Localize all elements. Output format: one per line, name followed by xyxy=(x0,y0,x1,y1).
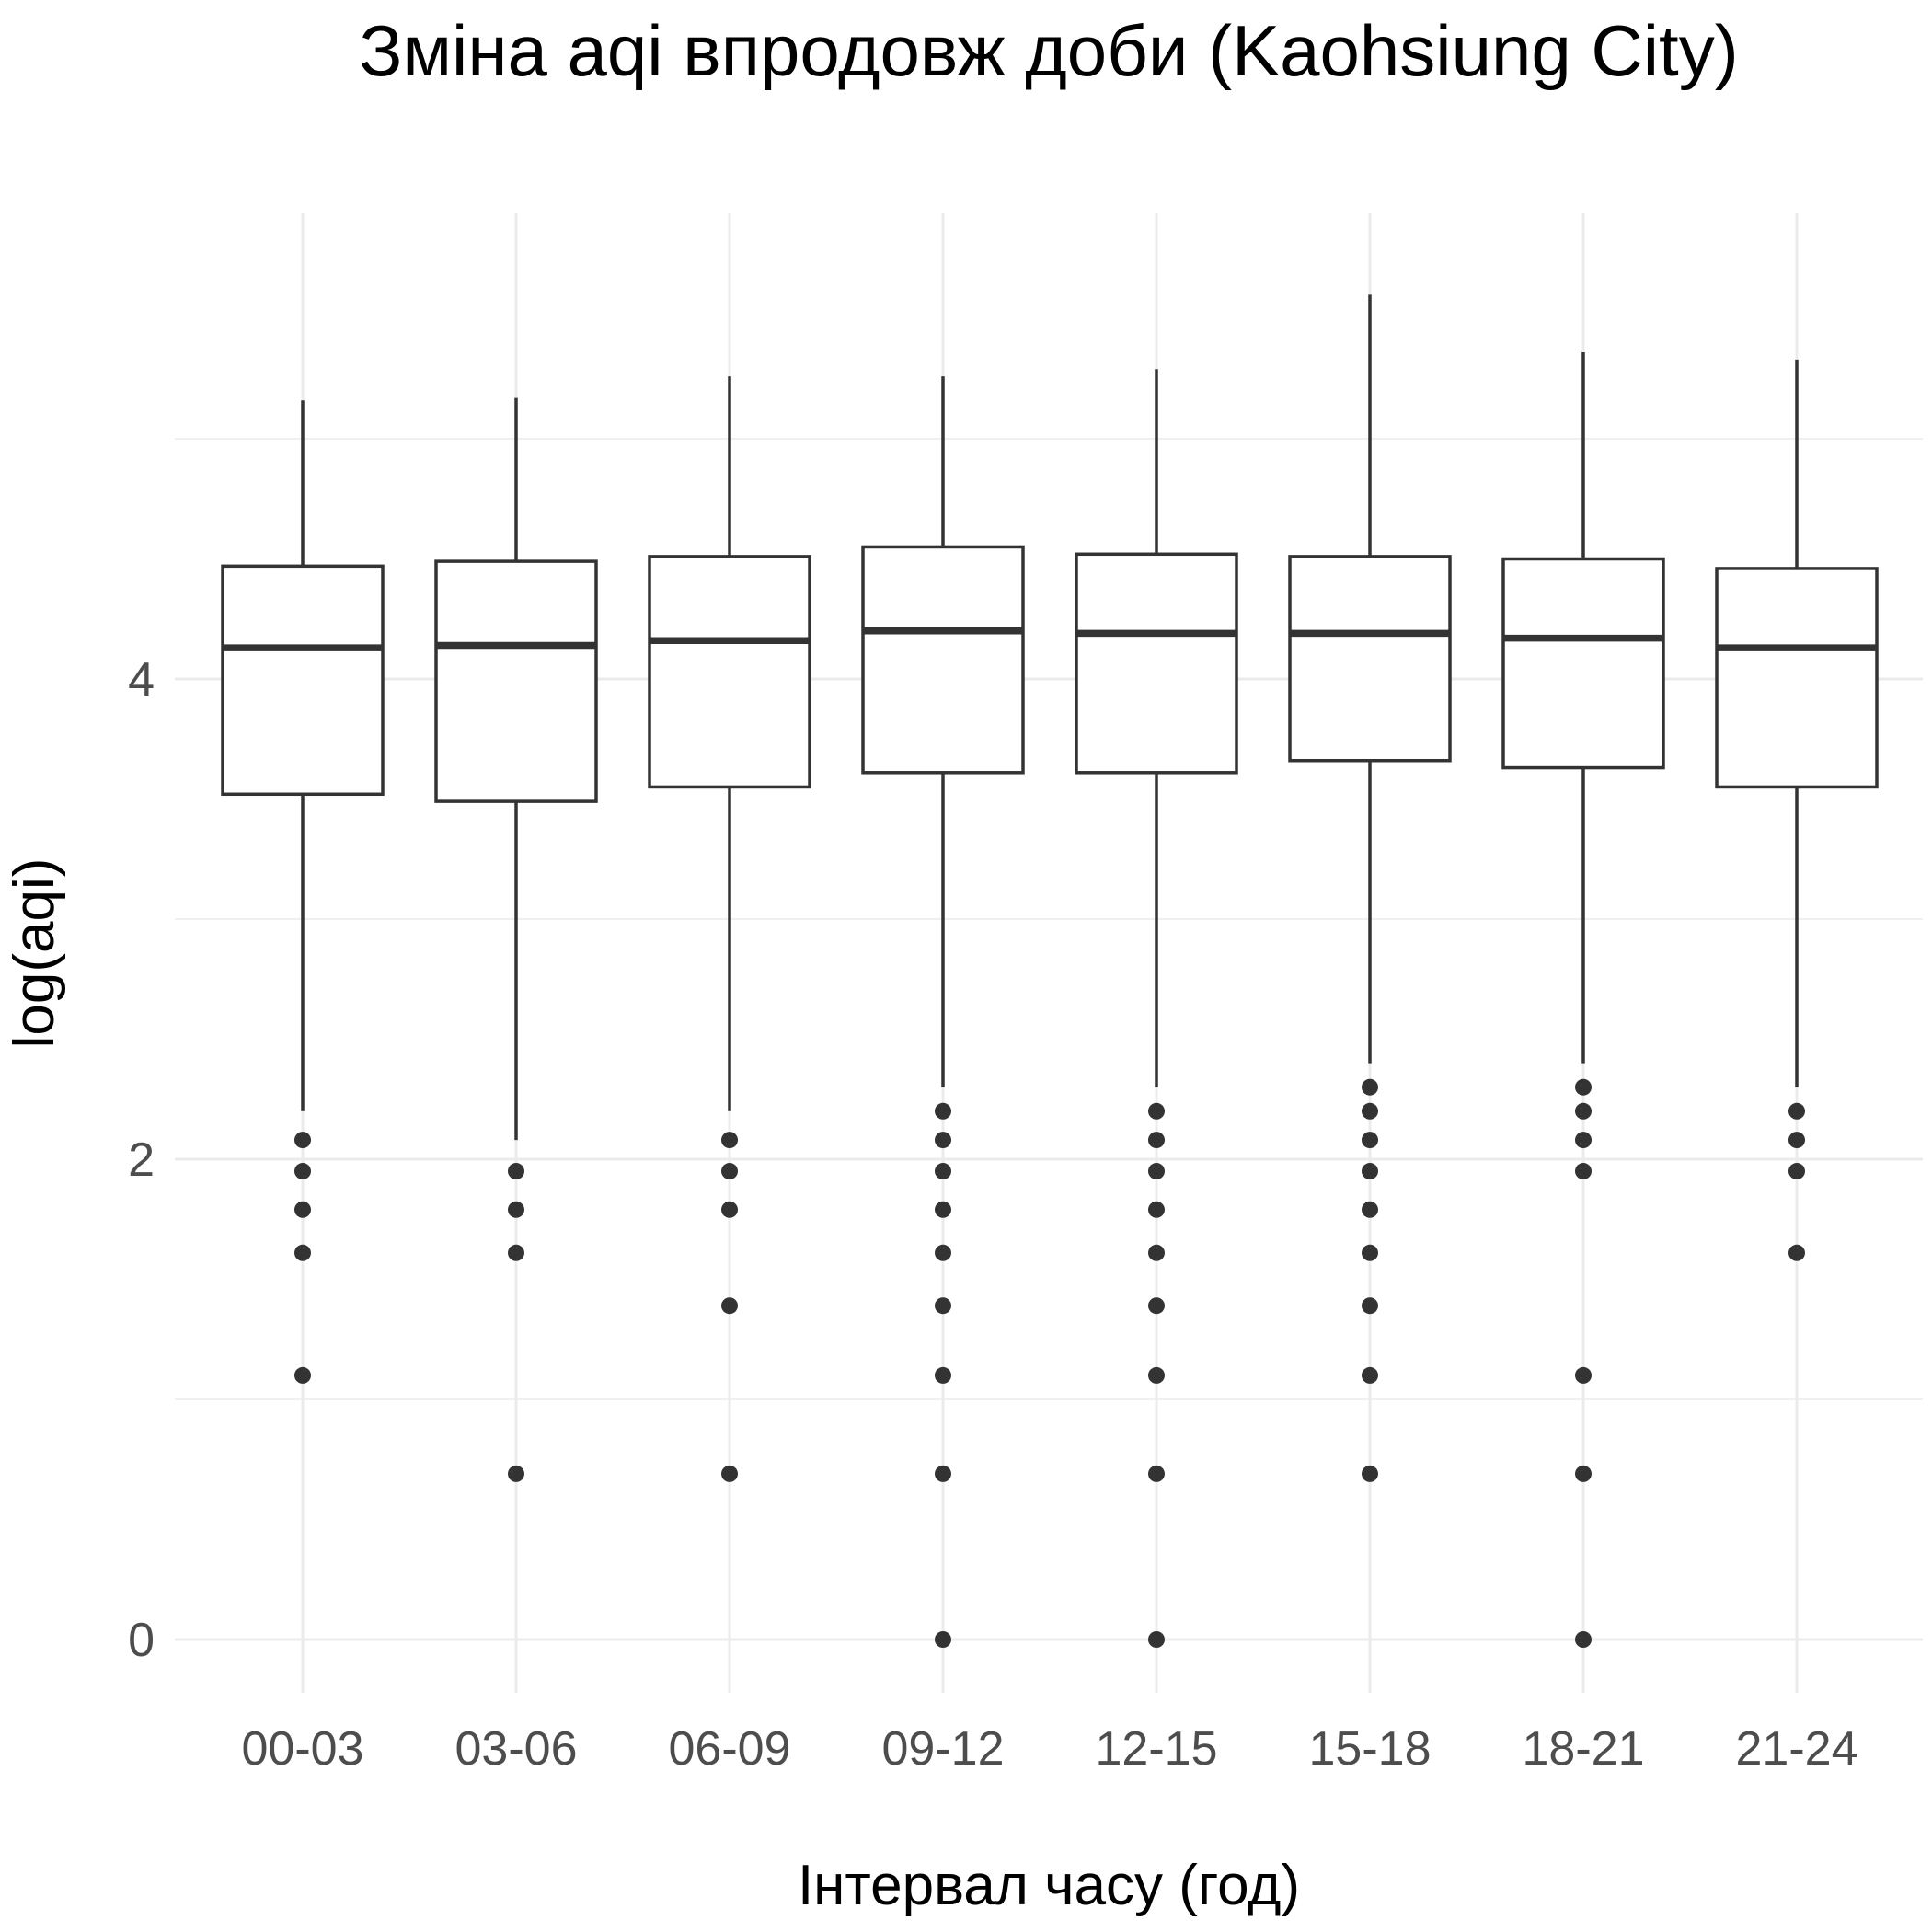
x-tick-label: 09-12 xyxy=(882,1722,1005,1776)
y-axis-title: log(aqi) xyxy=(3,858,66,1049)
box-09-12 xyxy=(861,376,1025,1648)
outlier-point xyxy=(1362,1244,1378,1261)
outlier-point xyxy=(1575,1078,1592,1096)
x-tick-label: 15-18 xyxy=(1309,1722,1432,1776)
outlier-point xyxy=(1575,1366,1592,1384)
outlier-point xyxy=(935,1631,951,1648)
x-tick-label: 18-21 xyxy=(1523,1722,1645,1776)
outlier-point xyxy=(1362,1465,1378,1482)
outlier-point xyxy=(721,1201,738,1218)
y-tick-labels: 0 2 4 xyxy=(128,653,155,1667)
y-tick-label: 2 xyxy=(128,1133,155,1187)
box-body xyxy=(1288,555,1452,763)
x-tick-label: 00-03 xyxy=(242,1722,364,1776)
outlier-point xyxy=(935,1465,951,1482)
outlier-point xyxy=(1788,1163,1805,1180)
box-12-15 xyxy=(1075,369,1238,1648)
outlier-point xyxy=(1362,1078,1378,1096)
outlier-point xyxy=(1362,1163,1378,1180)
x-axis-title: Інтервал часу (год) xyxy=(798,1854,1300,1917)
box-00-03 xyxy=(221,400,385,1384)
outlier-point xyxy=(935,1244,951,1261)
box-body xyxy=(1501,557,1665,770)
box-15-18 xyxy=(1288,294,1452,1482)
box-body xyxy=(1715,567,1879,789)
outlier-point xyxy=(1575,1465,1592,1482)
outlier-point xyxy=(1148,1244,1165,1261)
outlier-point xyxy=(1362,1132,1378,1149)
outlier-point xyxy=(1148,1132,1165,1149)
outlier-point xyxy=(1362,1366,1378,1384)
boxes xyxy=(221,294,1879,1648)
outlier-point xyxy=(1362,1201,1378,1218)
box-body xyxy=(221,564,385,797)
x-tick-label: 03-06 xyxy=(455,1722,578,1776)
chart-title: Зміна aqi впродовж доби (Kaohsiung City) xyxy=(359,10,1738,91)
outlier-point xyxy=(1148,1366,1165,1384)
outlier-point xyxy=(1148,1201,1165,1218)
outlier-point xyxy=(935,1102,951,1120)
outlier-point xyxy=(721,1132,738,1149)
outlier-point xyxy=(935,1366,951,1384)
box-03-06 xyxy=(434,397,598,1482)
outlier-point xyxy=(1148,1297,1165,1315)
outlier-point xyxy=(721,1465,738,1482)
outlier-point xyxy=(1362,1102,1378,1120)
outlier-point xyxy=(1148,1163,1165,1180)
outlier-point xyxy=(508,1244,524,1261)
outlier-point xyxy=(1575,1102,1592,1120)
outlier-point xyxy=(1575,1132,1592,1149)
outlier-point xyxy=(1362,1297,1378,1315)
outlier-point xyxy=(721,1297,738,1315)
box-body xyxy=(434,559,598,803)
x-tick-label: 06-09 xyxy=(669,1722,791,1776)
y-tick-label: 4 xyxy=(128,653,155,707)
box-21-24 xyxy=(1715,359,1879,1261)
grid xyxy=(175,213,1923,1693)
outlier-point xyxy=(1575,1631,1592,1648)
outlier-point xyxy=(508,1163,524,1180)
outlier-point xyxy=(294,1132,311,1149)
outlier-point xyxy=(1788,1132,1805,1149)
x-tick-labels: 00-03 03-06 06-09 09-12 12-15 15-18 18-21 21-24 xyxy=(242,1722,1858,1776)
outlier-point xyxy=(294,1366,311,1384)
outlier-point xyxy=(721,1163,738,1180)
outlier-point xyxy=(1575,1163,1592,1180)
outlier-point xyxy=(1788,1102,1805,1120)
box-body xyxy=(1075,552,1238,775)
x-tick-label: 21-24 xyxy=(1736,1722,1858,1776)
outlier-point xyxy=(935,1297,951,1315)
outlier-point xyxy=(294,1163,311,1180)
x-tick-label: 12-15 xyxy=(1096,1722,1218,1776)
outlier-point xyxy=(1148,1631,1165,1648)
box-18-21 xyxy=(1501,352,1665,1648)
outlier-point xyxy=(508,1201,524,1218)
box-body xyxy=(648,555,811,789)
outlier-point xyxy=(935,1132,951,1149)
outlier-point xyxy=(935,1163,951,1180)
outlier-point xyxy=(1788,1244,1805,1261)
outlier-point xyxy=(294,1201,311,1218)
outlier-point xyxy=(508,1465,524,1482)
outlier-point xyxy=(935,1201,951,1218)
y-tick-label: 0 xyxy=(128,1614,155,1667)
box-body xyxy=(861,545,1025,775)
box-06-09 xyxy=(648,376,811,1482)
outlier-point xyxy=(294,1244,311,1261)
outlier-point xyxy=(1148,1465,1165,1482)
outlier-point xyxy=(1148,1102,1165,1120)
